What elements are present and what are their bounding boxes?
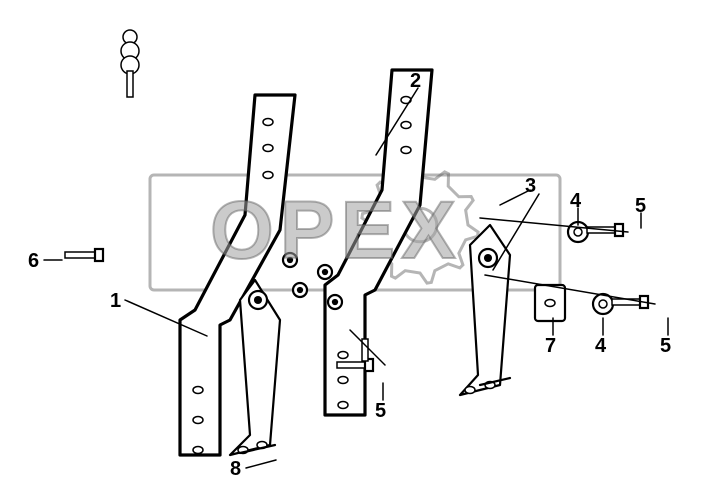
callout-1: 1 [110,290,121,313]
callout-3: 3 [525,175,536,198]
diagram-stage: { "canvas": { "width": 723, "height": 50… [0,0,723,503]
callout-4: 4 [570,190,581,213]
callout-5-dup-a: 5 [660,335,671,358]
callout-6: 6 [28,250,39,273]
svg-canvas [0,0,723,503]
callout-5: 5 [635,195,646,218]
callout-7: 7 [545,335,556,358]
callout-2: 2 [410,70,421,93]
callout-8: 8 [230,458,241,481]
callout-5-dup-b: 5 [375,400,386,423]
callout-4-dup: 4 [595,335,606,358]
